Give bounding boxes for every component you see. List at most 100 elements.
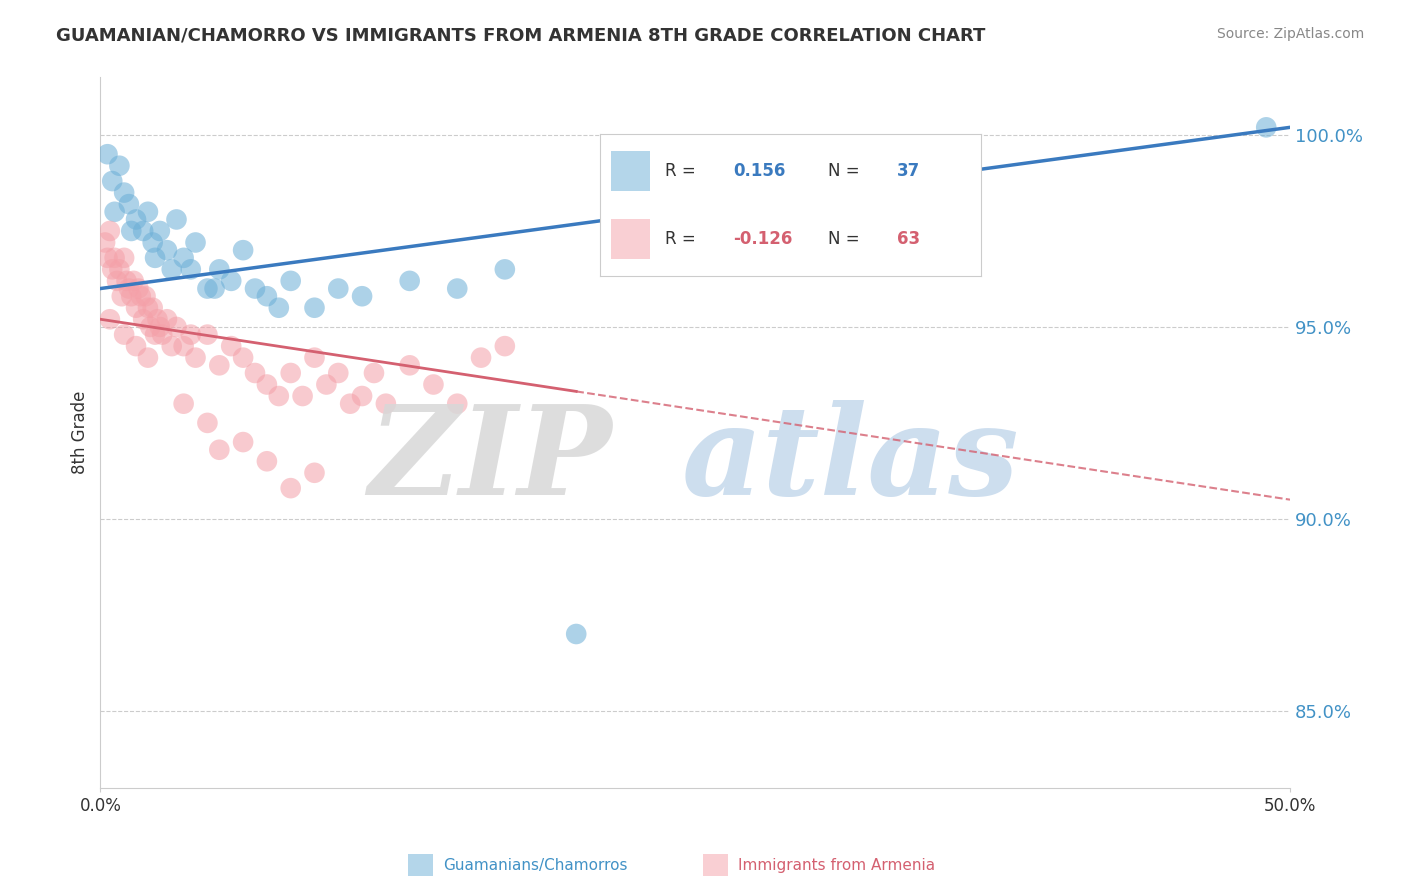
Point	[219, 339, 242, 353]
Point	[232, 435, 254, 450]
Point	[98, 312, 121, 326]
Point	[197, 416, 219, 430]
Point	[304, 351, 326, 365]
Point	[328, 281, 350, 295]
Point	[149, 224, 172, 238]
Point	[112, 251, 135, 265]
Point	[180, 327, 202, 342]
Point	[422, 377, 444, 392]
Point	[136, 204, 159, 219]
Point	[112, 327, 135, 342]
Point	[149, 320, 172, 334]
Y-axis label: 8th Grade: 8th Grade	[72, 391, 89, 475]
Point	[352, 289, 374, 303]
Point	[173, 339, 195, 353]
Point	[208, 442, 231, 457]
Point	[136, 301, 159, 315]
Point	[291, 389, 314, 403]
Text: Immigrants from Armenia: Immigrants from Armenia	[738, 858, 935, 872]
Point	[446, 281, 468, 295]
Point	[118, 197, 141, 211]
Point	[142, 301, 165, 315]
Point	[494, 262, 516, 277]
Point	[184, 235, 207, 250]
Point	[232, 243, 254, 257]
Point	[156, 312, 179, 326]
Point	[166, 320, 188, 334]
Point	[204, 281, 226, 295]
Point	[112, 186, 135, 200]
Point	[256, 377, 278, 392]
Point	[143, 327, 166, 342]
Point	[363, 366, 385, 380]
Point	[105, 274, 128, 288]
Point	[180, 262, 202, 277]
Point	[156, 243, 179, 257]
Point	[565, 627, 588, 641]
Point	[96, 147, 118, 161]
Point	[104, 251, 127, 265]
Point	[125, 212, 148, 227]
Point	[129, 289, 152, 303]
Point	[256, 454, 278, 468]
Point	[184, 351, 207, 365]
Point	[104, 204, 127, 219]
Point	[96, 251, 118, 265]
Point	[315, 377, 337, 392]
Point	[352, 389, 374, 403]
Point	[101, 174, 124, 188]
Text: GUAMANIAN/CHAMORRO VS IMMIGRANTS FROM ARMENIA 8TH GRADE CORRELATION CHART: GUAMANIAN/CHAMORRO VS IMMIGRANTS FROM AR…	[56, 27, 986, 45]
Point	[398, 274, 420, 288]
Point	[101, 262, 124, 277]
Point	[122, 274, 145, 288]
Point	[304, 301, 326, 315]
Point	[328, 366, 350, 380]
Text: Guamanians/Chamorros: Guamanians/Chamorros	[443, 858, 627, 872]
Point	[613, 251, 636, 265]
Point	[125, 339, 148, 353]
Point	[143, 251, 166, 265]
Point	[98, 224, 121, 238]
Point	[160, 339, 183, 353]
Point	[111, 289, 134, 303]
Point	[146, 312, 169, 326]
Point	[118, 281, 141, 295]
Point	[135, 289, 157, 303]
Point	[173, 251, 195, 265]
Point	[127, 281, 149, 295]
Point	[142, 235, 165, 250]
Point	[1256, 120, 1278, 135]
Point	[280, 366, 302, 380]
Point	[232, 351, 254, 365]
Text: atlas: atlas	[681, 401, 1019, 522]
Point	[197, 281, 219, 295]
Point	[166, 212, 188, 227]
Point	[219, 274, 242, 288]
Point	[173, 397, 195, 411]
Point	[398, 359, 420, 373]
Point	[267, 389, 290, 403]
Point	[197, 327, 219, 342]
Text: ZIP: ZIP	[368, 401, 612, 522]
Point	[139, 320, 162, 334]
Point	[494, 339, 516, 353]
Point	[132, 312, 155, 326]
Point	[280, 481, 302, 495]
Point	[243, 366, 266, 380]
Point	[120, 224, 142, 238]
Point	[208, 359, 231, 373]
Text: Source: ZipAtlas.com: Source: ZipAtlas.com	[1216, 27, 1364, 41]
Point	[120, 289, 142, 303]
Point	[136, 351, 159, 365]
Point	[94, 235, 117, 250]
Point	[160, 262, 183, 277]
Point	[304, 466, 326, 480]
Point	[256, 289, 278, 303]
Point	[339, 397, 361, 411]
Point	[208, 262, 231, 277]
Point	[470, 351, 492, 365]
Point	[150, 327, 173, 342]
Point	[132, 224, 155, 238]
Point	[108, 159, 131, 173]
Point	[446, 397, 468, 411]
